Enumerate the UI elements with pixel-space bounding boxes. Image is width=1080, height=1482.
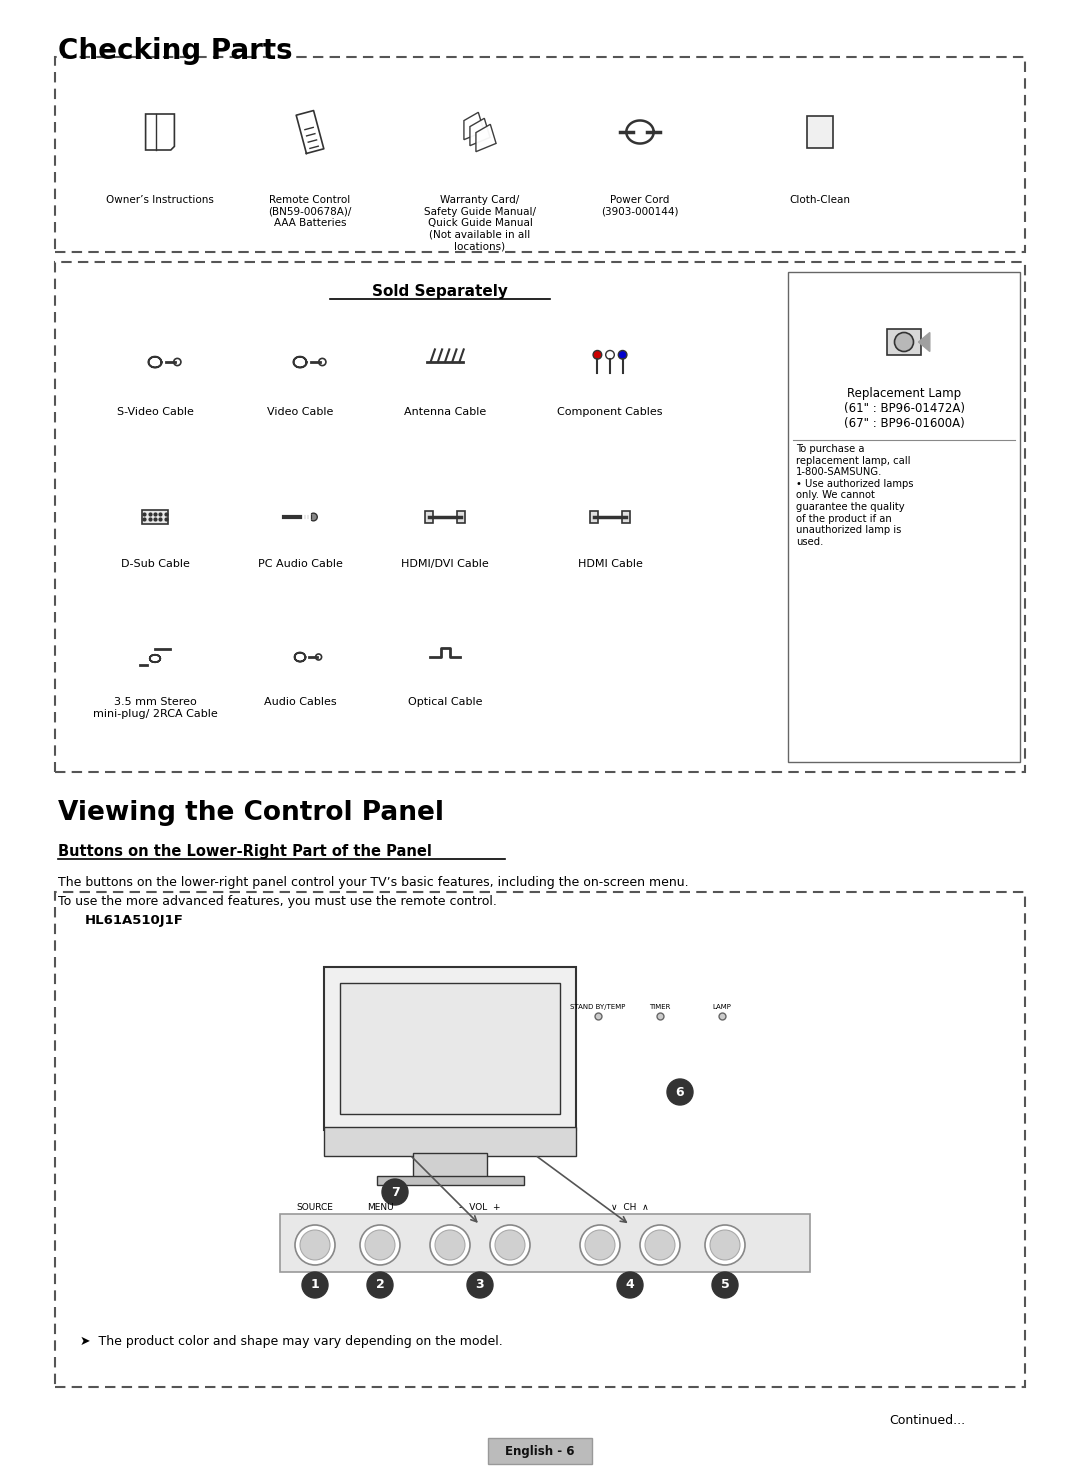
Circle shape [360, 1226, 400, 1266]
Bar [324, 1126, 576, 1156]
Polygon shape [476, 124, 496, 151]
Text: SOURCE: SOURCE [297, 1203, 334, 1212]
Circle shape [365, 1230, 395, 1260]
Text: 3.5 mm Stereo
mini-plug/ 2RCA Cable: 3.5 mm Stereo mini-plug/ 2RCA Cable [93, 697, 217, 719]
Text: 3: 3 [475, 1279, 484, 1291]
Circle shape [435, 1230, 465, 1260]
Circle shape [295, 1226, 335, 1266]
Text: TIMER: TIMER [649, 1003, 671, 1011]
Circle shape [645, 1230, 675, 1260]
Text: Viewing the Control Panel: Viewing the Control Panel [58, 800, 444, 825]
Bar [414, 1153, 487, 1183]
Bar [488, 1438, 592, 1464]
Circle shape [710, 1230, 740, 1260]
Bar [280, 1214, 810, 1272]
Text: LAMP: LAMP [713, 1003, 731, 1011]
FancyBboxPatch shape [788, 273, 1020, 762]
Circle shape [618, 350, 626, 359]
Text: HDMI Cable: HDMI Cable [578, 559, 643, 569]
Bar [340, 983, 561, 1114]
Text: Component Cables: Component Cables [557, 408, 663, 416]
Bar [141, 510, 168, 525]
Text: Buttons on the Lower-Right Part of the Panel: Buttons on the Lower-Right Part of the P… [58, 845, 432, 860]
Text: Checking Parts: Checking Parts [58, 37, 293, 65]
Text: Warranty Card/
Safety Guide Manual/
Quick Guide Manual
(Not available in all
loc: Warranty Card/ Safety Guide Manual/ Quic… [424, 196, 536, 252]
Text: 2: 2 [376, 1279, 384, 1291]
Bar [622, 511, 630, 523]
Text: MENU: MENU [367, 1203, 393, 1212]
Bar [808, 116, 833, 148]
Text: Power Cord
(3903-000144): Power Cord (3903-000144) [602, 196, 678, 216]
Circle shape [712, 1272, 738, 1298]
Text: D-Sub Cable: D-Sub Cable [121, 559, 189, 569]
Text: English - 6: English - 6 [505, 1445, 575, 1457]
Polygon shape [918, 332, 930, 351]
Text: STAND BY/TEMP: STAND BY/TEMP [570, 1003, 625, 1011]
Text: HDMI/DVI Cable: HDMI/DVI Cable [401, 559, 489, 569]
Text: Continued...: Continued... [889, 1414, 966, 1427]
Circle shape [667, 1079, 693, 1106]
Text: 1: 1 [311, 1279, 320, 1291]
Bar [324, 968, 576, 1129]
Bar [457, 511, 464, 523]
Circle shape [302, 1272, 328, 1298]
Circle shape [430, 1226, 470, 1266]
Text: Cloth-Clean: Cloth-Clean [789, 196, 851, 205]
Circle shape [367, 1272, 393, 1298]
Text: 4: 4 [625, 1279, 634, 1291]
Circle shape [490, 1226, 530, 1266]
Circle shape [467, 1272, 492, 1298]
Circle shape [894, 332, 914, 351]
Polygon shape [470, 119, 490, 145]
Text: Replacement Lamp
(61" : BP96-01472A)
(67" : BP96-01600A): Replacement Lamp (61" : BP96-01472A) (67… [843, 387, 964, 430]
Circle shape [310, 513, 318, 520]
Text: Video Cable: Video Cable [267, 408, 334, 416]
Text: Sold Separately: Sold Separately [373, 285, 508, 299]
Text: To use the more advanced features, you must use the remote control.: To use the more advanced features, you m… [58, 895, 497, 908]
Circle shape [300, 1230, 330, 1260]
Text: 7: 7 [391, 1186, 400, 1199]
Text: Remote Control
(BN59-00678A)/
AAA Batteries: Remote Control (BN59-00678A)/ AAA Batter… [268, 196, 352, 228]
Bar [887, 329, 921, 356]
Circle shape [606, 350, 615, 359]
Text: ➤  The product color and shape may vary depending on the model.: ➤ The product color and shape may vary d… [80, 1335, 503, 1349]
Circle shape [585, 1230, 615, 1260]
Bar [590, 511, 598, 523]
Text: The buttons on the lower-right panel control your TV’s basic features, including: The buttons on the lower-right panel con… [58, 876, 689, 889]
Text: Antenna Cable: Antenna Cable [404, 408, 486, 416]
Text: 5: 5 [720, 1279, 729, 1291]
Text: S-Video Cable: S-Video Cable [117, 408, 193, 416]
Circle shape [580, 1226, 620, 1266]
Circle shape [705, 1226, 745, 1266]
Bar [377, 1177, 524, 1184]
Text: Owner’s Instructions: Owner’s Instructions [106, 196, 214, 205]
Text: 6: 6 [676, 1085, 685, 1098]
Circle shape [640, 1226, 680, 1266]
Text: PC Audio Cable: PC Audio Cable [257, 559, 342, 569]
Circle shape [495, 1230, 525, 1260]
Circle shape [382, 1180, 408, 1205]
Circle shape [593, 350, 602, 359]
Polygon shape [464, 113, 484, 139]
Text: Optical Cable: Optical Cable [408, 697, 483, 707]
Text: To purchase a
replacement lamp, call
1-800-SAMSUNG.
• Use authorized lamps
only.: To purchase a replacement lamp, call 1-8… [796, 445, 914, 547]
Text: ∨  CH  ∧: ∨ CH ∧ [611, 1203, 649, 1212]
Text: –  VOL  +: – VOL + [459, 1203, 501, 1212]
Bar [426, 511, 433, 523]
Text: Audio Cables: Audio Cables [264, 697, 336, 707]
Text: HL61A510J1F: HL61A510J1F [85, 914, 184, 928]
Circle shape [617, 1272, 643, 1298]
